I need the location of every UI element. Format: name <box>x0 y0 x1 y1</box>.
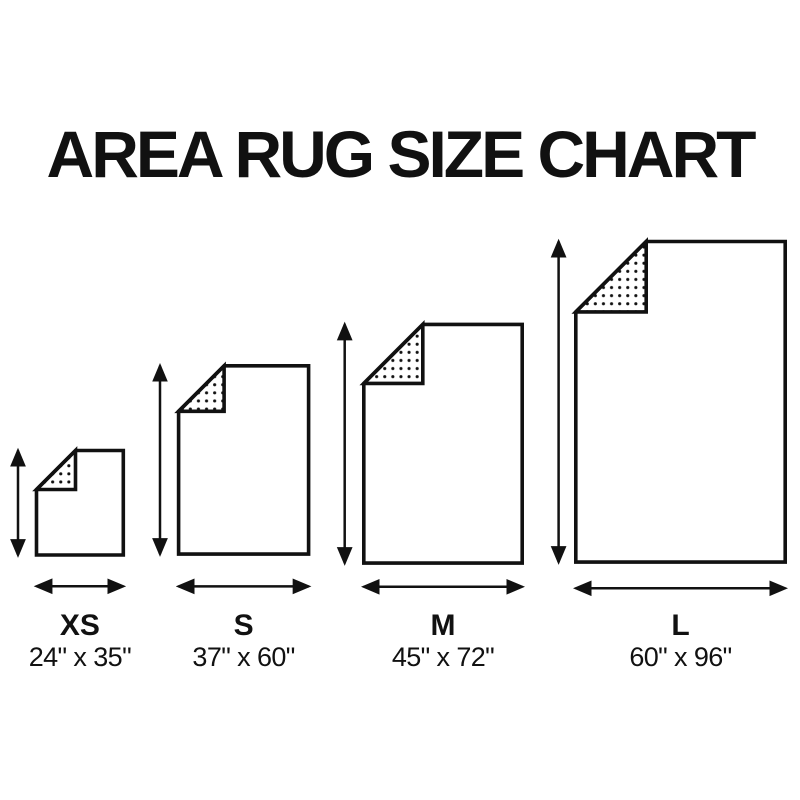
svg-text:45" x 72": 45" x 72" <box>392 642 494 672</box>
svg-text:60" x 96": 60" x 96" <box>629 642 731 672</box>
svg-text:37" x 60": 37" x 60" <box>192 642 294 672</box>
svg-text:S: S <box>234 609 254 642</box>
svg-text:24" x 35": 24" x 35" <box>29 642 131 672</box>
svg-text:M: M <box>431 609 456 642</box>
svg-text:AREA RUG SIZE CHART: AREA RUG SIZE CHART <box>47 117 757 191</box>
svg-text:L: L <box>671 609 689 642</box>
svg-text:XS: XS <box>60 609 100 642</box>
